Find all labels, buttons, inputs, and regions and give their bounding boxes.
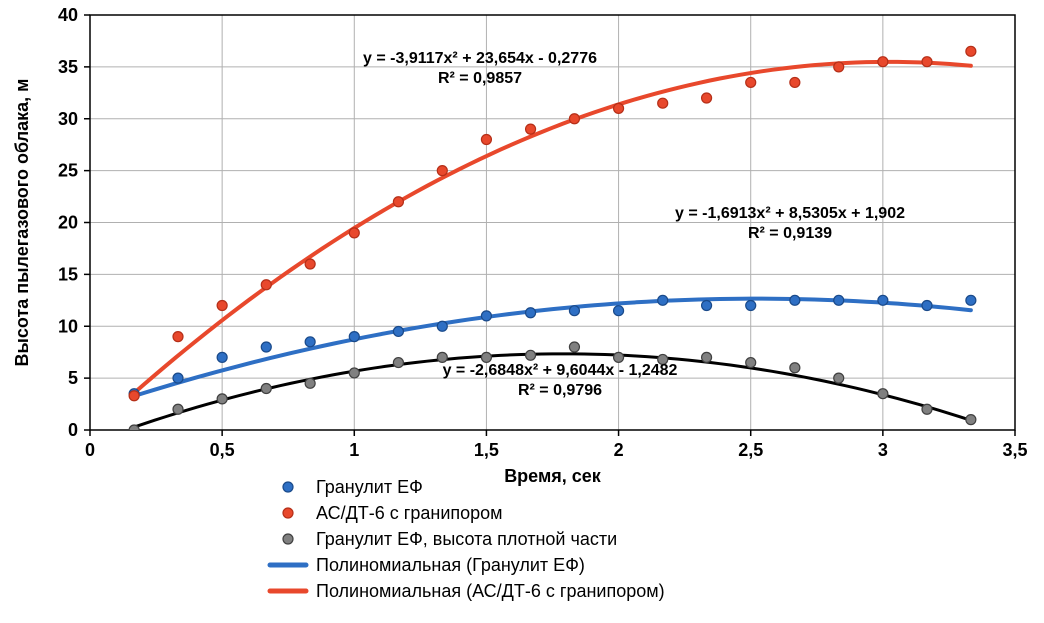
point-orange-6 [393,197,403,207]
point-orange-13 [702,93,712,103]
point-orange-8 [481,135,491,145]
legend-marker-1 [283,508,293,518]
point-orange-14 [746,77,756,87]
point-blue-19 [966,295,976,305]
point-blue-3 [261,342,271,352]
point-gray-8 [481,352,491,362]
point-gray-11 [614,352,624,362]
svg-text:R² = 0,9796: R² = 0,9796 [518,382,602,399]
point-blue-14 [746,301,756,311]
chart-svg: 0 0,5 1 1,5 2 2,5 3 3,5 0 5 10 15 20 25 30 35 40 Время, с… [0,0,1044,623]
point-gray-17 [878,389,888,399]
point-blue-4 [305,337,315,347]
point-blue-11 [614,306,624,316]
point-orange-0 [129,391,139,401]
point-gray-2 [217,394,227,404]
point-orange-9 [526,124,536,134]
point-orange-19 [966,46,976,56]
point-gray-5 [349,368,359,378]
point-gray-9 [526,350,536,360]
point-blue-9 [526,308,536,318]
svg-text:2,5: 2,5 [738,440,763,460]
point-blue-6 [393,326,403,336]
point-blue-5 [349,332,359,342]
point-orange-15 [790,77,800,87]
svg-text:y = -1,6913x² + 8,5305x + 1,90: y = -1,6913x² + 8,5305x + 1,902 [675,205,905,222]
point-gray-14 [746,358,756,368]
point-gray-18 [922,404,932,414]
point-blue-12 [658,295,668,305]
point-blue-18 [922,301,932,311]
legend-label-1: АС/ДТ-6 с гранипором [316,503,503,523]
svg-text:0,5: 0,5 [210,440,235,460]
svg-text:15: 15 [58,264,78,284]
point-orange-17 [878,57,888,67]
point-blue-17 [878,295,888,305]
point-blue-8 [481,311,491,321]
point-gray-1 [173,404,183,414]
point-gray-19 [966,415,976,425]
point-gray-10 [569,342,579,352]
point-orange-16 [834,62,844,72]
legend-label-2: Гранулит ЕФ, высота плотной части [316,529,617,549]
point-gray-15 [790,363,800,373]
chart-container: 0 0,5 1 1,5 2 2,5 3 3,5 0 5 10 15 20 25 30 35 40 Время, с… [0,0,1044,623]
x-axis-label: Время, сек [504,466,602,486]
svg-text:35: 35 [58,57,78,77]
point-gray-6 [393,358,403,368]
legend-label-3: Полиномиальная (Гранулит ЕФ) [316,555,585,575]
svg-text:3: 3 [878,440,888,460]
svg-text:25: 25 [58,161,78,181]
point-blue-13 [702,301,712,311]
point-blue-10 [569,306,579,316]
svg-text:40: 40 [58,5,78,25]
svg-text:0: 0 [68,420,78,440]
legend-marker-2 [283,534,293,544]
y-ticks: 0 5 10 15 20 25 30 35 40 [58,5,90,440]
point-orange-10 [569,114,579,124]
svg-text:R² = 0,9139: R² = 0,9139 [748,225,832,242]
svg-text:3,5: 3,5 [1002,440,1027,460]
svg-text:y = -3,9117x² + 23,654x - 0,27: y = -3,9117x² + 23,654x - 0,2776 [363,50,597,67]
point-blue-15 [790,295,800,305]
point-orange-3 [261,280,271,290]
point-gray-7 [437,352,447,362]
svg-text:20: 20 [58,213,78,233]
point-gray-16 [834,373,844,383]
svg-text:2: 2 [614,440,624,460]
legend: Гранулит ЕФ АС/ДТ-6 с гранипором Гранулит … [270,477,665,601]
svg-text:10: 10 [58,316,78,336]
point-orange-1 [173,332,183,342]
point-orange-7 [437,166,447,176]
svg-text:1: 1 [349,440,359,460]
point-gray-4 [305,378,315,388]
legend-marker-0 [283,482,293,492]
svg-text:0: 0 [85,440,95,460]
point-blue-1 [173,373,183,383]
point-orange-5 [349,228,359,238]
point-gray-0 [129,425,139,435]
svg-text:5: 5 [68,368,78,388]
x-ticks: 0 0,5 1 1,5 2 2,5 3 3,5 [85,430,1028,460]
point-blue-16 [834,295,844,305]
point-gray-13 [702,352,712,362]
point-orange-4 [305,259,315,269]
point-gray-3 [261,384,271,394]
point-orange-18 [922,57,932,67]
point-orange-11 [614,103,624,113]
svg-text:30: 30 [58,109,78,129]
svg-text:1,5: 1,5 [474,440,499,460]
point-blue-7 [437,321,447,331]
point-orange-12 [658,98,668,108]
svg-text:R² = 0,9857: R² = 0,9857 [438,70,522,87]
svg-text:y = -2,6848x² + 9,6044x - 1,24: y = -2,6848x² + 9,6044x - 1,2482 [443,362,678,379]
legend-label-4: Полиномиальная (АС/ДТ-6 с гранипором) [316,581,665,601]
legend-label-0: Гранулит ЕФ [316,477,423,497]
point-blue-2 [217,352,227,362]
point-orange-2 [217,301,227,311]
y-axis-label: Высота пылегазового облака, м [12,79,32,367]
